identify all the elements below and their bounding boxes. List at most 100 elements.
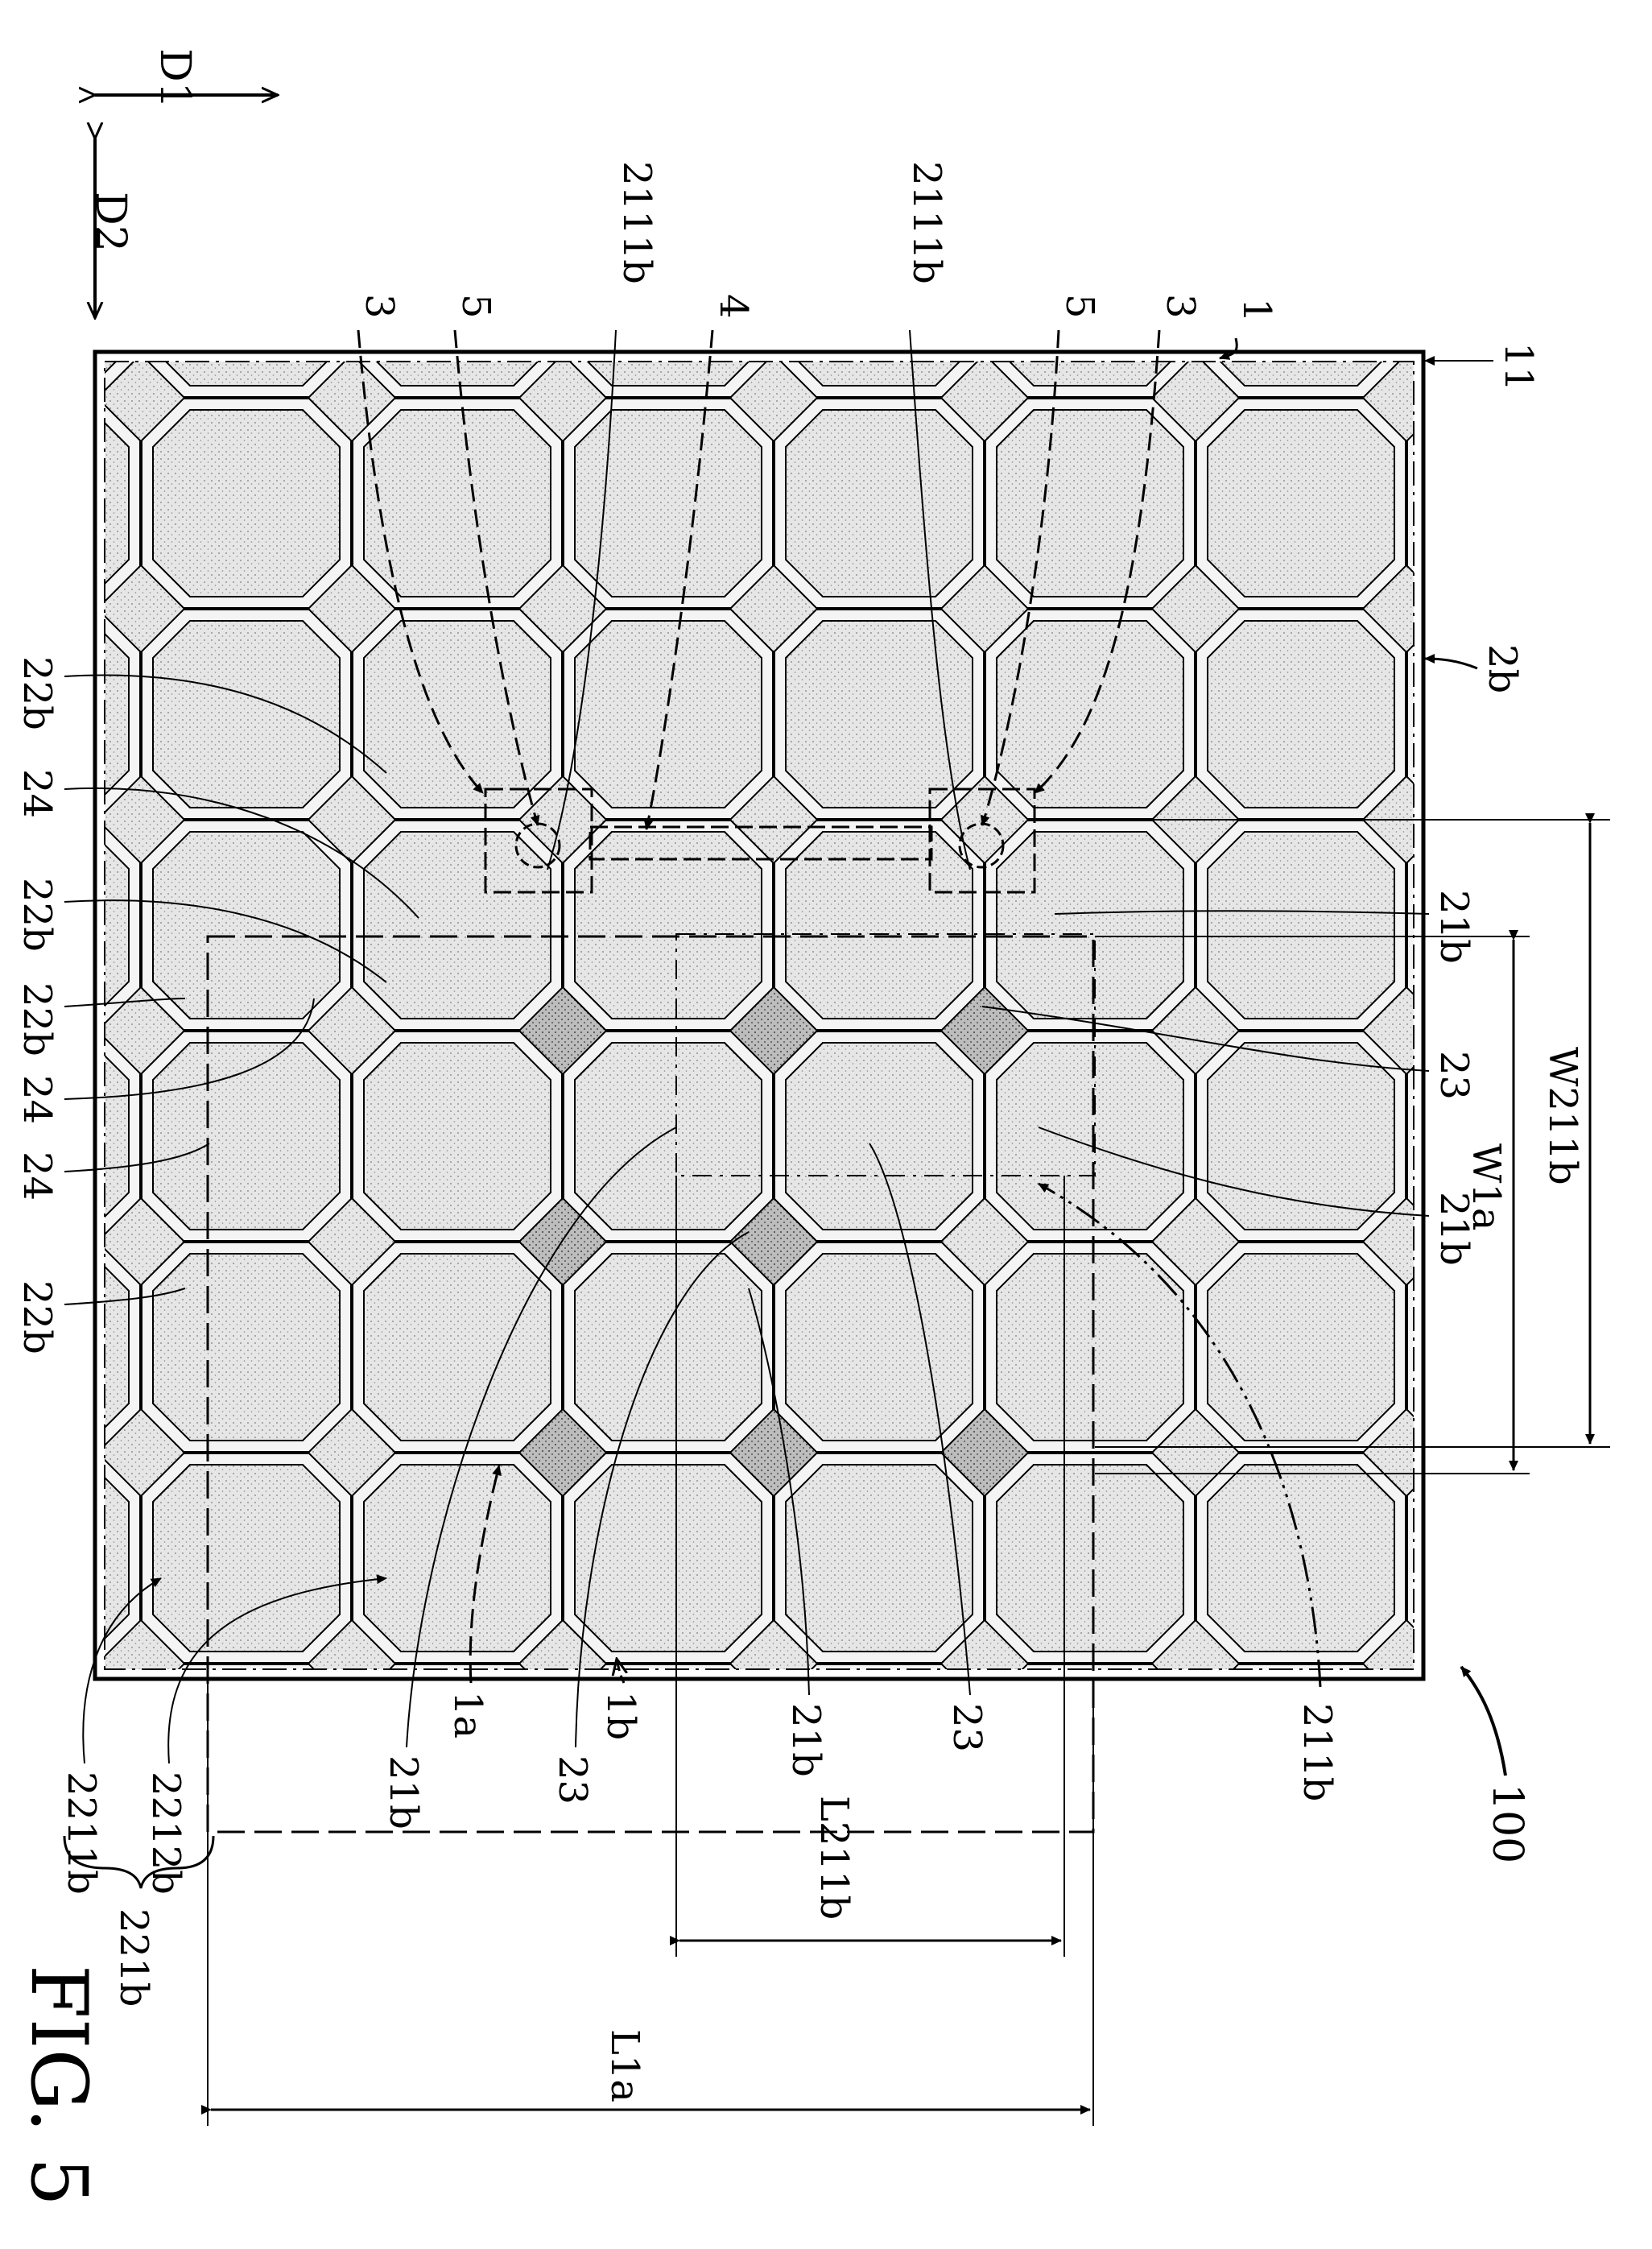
callout-24-3: 24 (14, 1151, 60, 1201)
dummy-electrode-22b (105, 1476, 130, 1640)
pad-box-right (928, 788, 1036, 894)
electrode-gap-outline (669, 82, 878, 291)
callout-2b: 2b (1480, 644, 1525, 693)
dummy-electrode-22b (258, 93, 445, 280)
callout-21b-b2: 21b (783, 1703, 828, 1777)
dummy-electrode-22b (0, 1781, 23, 1968)
brace-221b (63, 1835, 215, 1889)
callout-11: 11 (1496, 342, 1541, 391)
electrode-gap-outline (0, 1770, 35, 1979)
electrode-gap-outline (1406, 1065, 1414, 1207)
electrode-gap-outline (1406, 432, 1414, 574)
electrode-gap-outline (1406, 854, 1414, 996)
dummy-electrode-22b (1524, 304, 1652, 491)
dummy-electrode-22b (105, 843, 130, 1007)
dim-w211b (1030, 813, 1610, 1448)
dummy-electrode-22b (996, 1464, 1184, 1652)
electrode-gap-outline (1232, 1664, 1370, 1669)
dummy-electrode-22b (1102, 1781, 1289, 1968)
dummy-electrode-22b (363, 1253, 551, 1441)
leader-21b-b2 (748, 1288, 810, 1696)
electrode-gap-outline (774, 1875, 984, 2085)
leader-2111b-left (547, 329, 617, 870)
leader-22b-2 (64, 899, 387, 983)
dummy-electrode-22b (105, 632, 130, 796)
dummy-electrode-22b (1524, 515, 1652, 702)
callout-22b-4: 22b (14, 1280, 60, 1354)
dummy-electrode-22b (785, 620, 973, 808)
electrode-gap-outline (1513, 82, 1652, 291)
d2-label: D2 (86, 192, 134, 252)
leader-22b-4 (64, 1288, 186, 1305)
dummy-electrode-22b (1629, 832, 1652, 1019)
leader-22b-3 (64, 998, 186, 1007)
dummy-electrode-22b (105, 421, 130, 585)
dummy-electrode-22b (1629, 1676, 1652, 1862)
region-1a-boundary (206, 935, 1095, 1834)
callout-24-1: 24 (14, 769, 60, 818)
dummy-electrode-22b (363, 1464, 551, 1652)
dummy-electrode-22b (105, 362, 118, 374)
electrode-gap-outline (1618, 610, 1652, 819)
leader-24-1 (64, 787, 419, 919)
dummy-electrode-22b (574, 1042, 762, 1230)
dummy-electrode-22b (785, 1042, 973, 1230)
electrode-gap-outline (880, 1770, 1089, 1979)
leader-24-2 (64, 998, 315, 1100)
annotation-overlay (63, 95, 1610, 2126)
label-layer: D1 D2 2111b 2111b 3 5 4 5 3 1 11 2b 22b … (14, 48, 1585, 2206)
dummy-electrode-22b (1629, 199, 1652, 386)
callout-1: 1 (1234, 298, 1279, 323)
callout-3-right: 3 (1158, 294, 1203, 319)
leader-2b (1424, 654, 1478, 670)
dummy-electrode-22b (1102, 93, 1289, 280)
electrode-gap-outline (1513, 1348, 1652, 1557)
leader-211b-right (1038, 1182, 1322, 1688)
trace-box (589, 825, 933, 861)
leader-2211b (82, 1577, 162, 1764)
dummy-electrode-22b (574, 620, 762, 808)
leader-23-b1 (575, 1231, 750, 1748)
dummy-electrode-22b (1207, 620, 1395, 808)
callout-2111b-right: 2111b (904, 161, 949, 284)
electrode-gap-outline (1618, 188, 1652, 397)
callout-4: 4 (711, 294, 756, 319)
dummy-electrode-22b (1524, 1359, 1652, 1546)
leader-1b (617, 1659, 624, 1684)
dummy-electrode-22b (363, 409, 551, 597)
brace-label-221b: 221b (111, 1908, 156, 2007)
dummy-electrode-22b (1629, 1254, 1652, 1441)
electrode-gap-outline (1618, 821, 1652, 1030)
electrode-gap-outline (1513, 1770, 1652, 1979)
dummy-electrode-22b (1419, 1465, 1605, 1652)
electrode-gap-outline (1618, 1242, 1652, 1452)
dummy-electrode-22b (997, 1676, 1183, 1862)
dim-label-l1a: L1a (602, 2029, 647, 2102)
dim-w1a (1095, 930, 1530, 1474)
leader-1 (1219, 337, 1238, 360)
electrode-gap-outline (0, 1559, 35, 1768)
dummy-electrode-22b (469, 1781, 656, 1968)
dummy-electrode-22b (0, 304, 23, 491)
callout-24-2: 24 (14, 1075, 60, 1124)
leader-4 (643, 329, 714, 830)
dummy-electrode-22b (996, 831, 1184, 1019)
dim-l1a (201, 1679, 1094, 2126)
callout-22b-3: 22b (14, 982, 60, 1056)
dummy-electrode-22b (574, 409, 762, 597)
electrode-gap-outline (1513, 293, 1652, 502)
electrode-gap-outline (1302, 82, 1511, 291)
electrode-gap-outline (1618, 399, 1652, 608)
dummy-electrode-22b (1524, 1570, 1652, 1757)
leader-22b-1 (64, 674, 387, 774)
dummy-electrode-22b (1629, 1043, 1652, 1230)
dummy-electrode-22b (1208, 1887, 1394, 2073)
dummy-electrode-22b (164, 362, 328, 387)
dummy-electrode-22b (574, 1253, 762, 1441)
leader-1a (469, 1465, 502, 1684)
leader-23-r (981, 1006, 1430, 1072)
callout-5-left: 5 (453, 294, 498, 319)
dummy-electrode-22b (363, 620, 551, 808)
leader-24-3 (64, 1143, 210, 1172)
callout-100: 100 (1483, 1784, 1531, 1863)
